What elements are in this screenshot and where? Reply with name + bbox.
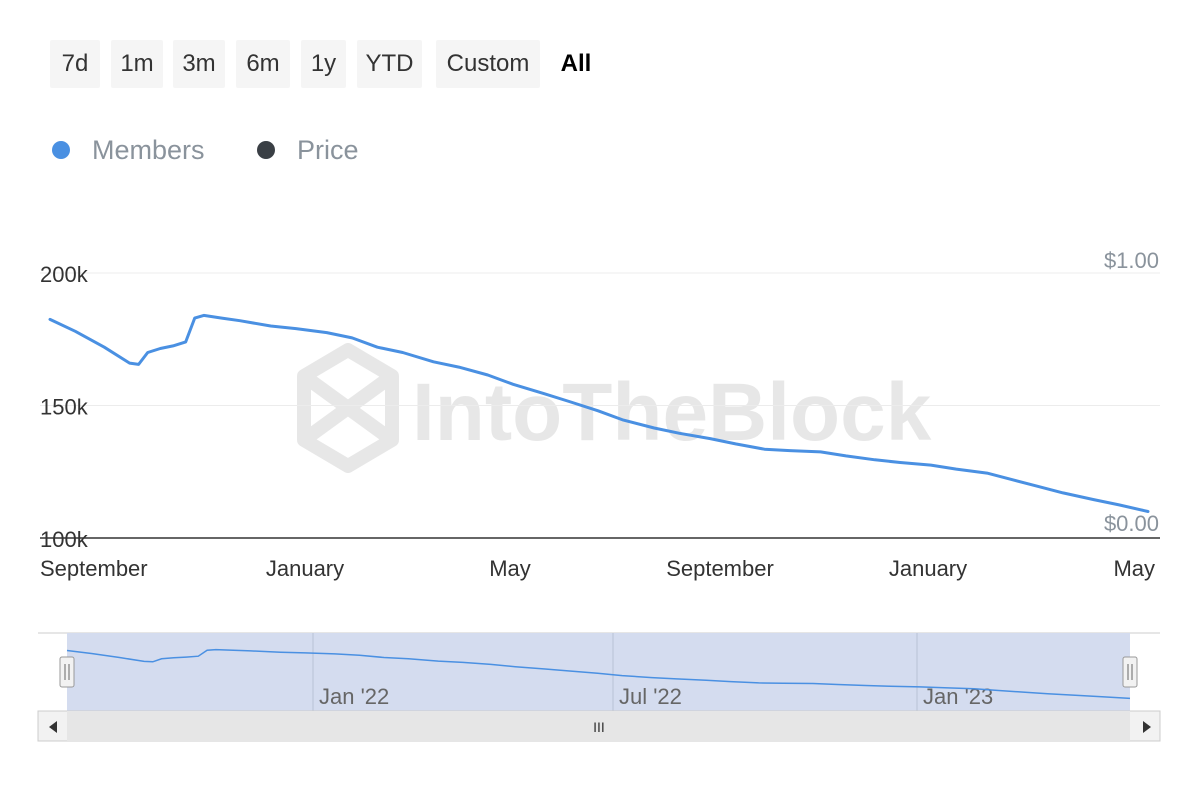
x-tick-label: May [489, 556, 531, 581]
grid [40, 272, 1160, 539]
legend-label-members: Members [92, 134, 205, 165]
legend-item-price[interactable]: Price [257, 130, 359, 170]
range-button-custom[interactable]: Custom [436, 40, 540, 88]
range-button-6m[interactable]: 6m [236, 40, 290, 88]
scrollbar-grip-icon: III [593, 719, 605, 735]
navigator-series-line [66, 648, 1131, 700]
y-axis-left: 100k 150k 200k [40, 262, 89, 552]
range-button-7d[interactable]: 7d [50, 40, 100, 88]
legend-label-price: Price [297, 134, 359, 165]
scrollbar[interactable]: III [37, 710, 1161, 742]
y-left-tick-label: 100k [40, 527, 89, 552]
series-line-members[interactable] [48, 313, 1150, 513]
y-left-tick-label: 150k [40, 395, 89, 420]
legend-item-members[interactable]: Members [52, 130, 205, 170]
scroll-left-arrow-icon[interactable] [49, 721, 57, 733]
x-tick-label: May [1113, 556, 1155, 581]
x-axis: September January May September January May [40, 556, 1155, 581]
watermark: IntoTheBlock [297, 343, 932, 473]
x-tick-label: September [40, 556, 148, 581]
navigator-handle-right[interactable] [1122, 656, 1138, 688]
scrollbar-thumb[interactable] [67, 711, 1130, 741]
y-right-tick-label: $0.00 [1104, 511, 1159, 536]
y-axis-right: $0.00 $1.00 [1104, 248, 1159, 536]
y-right-tick-label: $1.00 [1104, 248, 1159, 273]
watermark-logo-icon [297, 343, 399, 473]
x-tick-label: September [666, 556, 774, 581]
legend-marker-members [52, 141, 70, 159]
range-button-3m[interactable]: 3m [173, 40, 225, 88]
navigator-handle-body [1122, 656, 1138, 688]
range-button-ytd[interactable]: YTD [357, 40, 422, 88]
navigator-selection[interactable] [67, 633, 1130, 711]
scroll-right-arrow-icon[interactable] [1143, 721, 1151, 733]
y-left-tick-label: 200k [40, 262, 89, 287]
navigator-handle-body [59, 656, 75, 688]
navigator-label: Jan '22 [319, 684, 389, 709]
navigator-handle-left[interactable] [59, 656, 75, 688]
range-button-all[interactable]: All [547, 40, 605, 88]
range-button-1y[interactable]: 1y [301, 40, 346, 88]
navigator-label: Jul '22 [619, 684, 682, 709]
x-tick-label: January [266, 556, 344, 581]
plot-area [48, 313, 1150, 513]
watermark-text: IntoTheBlock [412, 367, 932, 458]
legend-marker-price [257, 141, 275, 159]
x-tick-label: January [889, 556, 967, 581]
range-button-1m[interactable]: 1m [111, 40, 163, 88]
